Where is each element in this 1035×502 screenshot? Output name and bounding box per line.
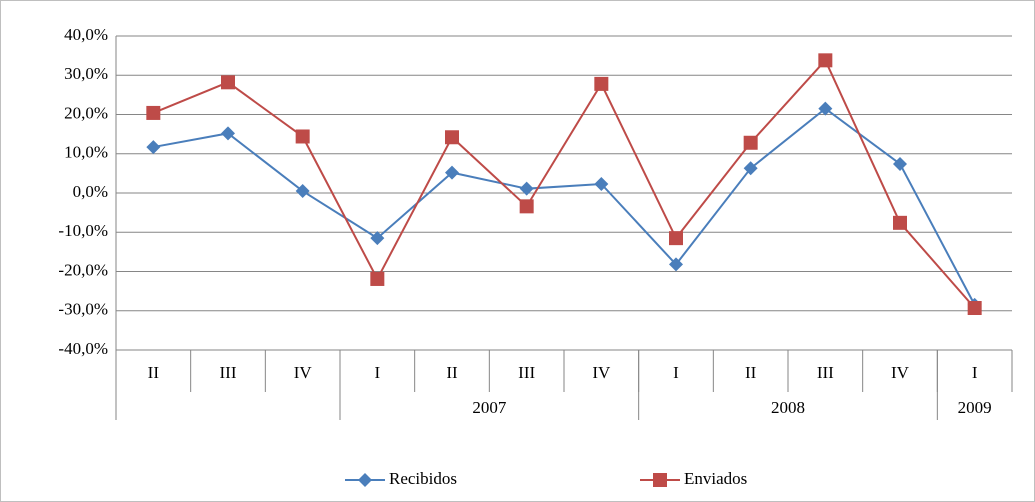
marker — [358, 473, 372, 487]
x-tick-label: II — [446, 363, 458, 382]
series-line — [153, 107, 976, 306]
marker — [818, 101, 833, 116]
x-tick-label: IV — [294, 363, 313, 382]
marker — [893, 215, 907, 230]
y-tick-label: 20,0% — [64, 103, 108, 122]
x-tick-label: IV — [592, 363, 611, 382]
x-group-label: 2009 — [958, 398, 992, 417]
y-tick-label: -40,0% — [58, 339, 108, 358]
y-tick-label: 0,0% — [73, 182, 108, 201]
y-tick-label: 10,0% — [64, 143, 108, 162]
y-tick-label: -30,0% — [58, 300, 108, 319]
marker — [370, 231, 385, 246]
x-group-label: 2007 — [472, 398, 507, 417]
x-group-label: 2008 — [771, 398, 805, 417]
marker — [893, 156, 907, 171]
marker — [594, 176, 609, 191]
marker — [594, 76, 609, 91]
marker — [669, 231, 683, 246]
series-line — [152, 58, 976, 309]
x-tick-label: III — [518, 363, 535, 382]
marker — [445, 165, 459, 180]
marker — [743, 161, 758, 176]
y-tick-label: -10,0% — [58, 221, 108, 240]
y-tick-label: -20,0% — [58, 260, 108, 279]
marker — [221, 75, 235, 90]
marker — [445, 130, 459, 145]
marker — [370, 271, 385, 286]
marker — [519, 181, 534, 196]
x-tick-label: IV — [891, 363, 910, 382]
x-tick-label: III — [220, 363, 237, 382]
x-tick-label: III — [817, 363, 834, 382]
marker — [669, 257, 683, 272]
marker — [146, 105, 161, 120]
x-tick-label: I — [972, 363, 978, 382]
y-tick-label: 40,0% — [64, 25, 108, 44]
marker — [221, 126, 235, 141]
marker — [295, 184, 310, 199]
marker — [818, 53, 833, 68]
marker — [743, 135, 758, 150]
marker — [967, 301, 982, 316]
x-tick-label: II — [148, 363, 160, 382]
marker — [146, 140, 161, 155]
marker — [519, 199, 534, 214]
marker — [295, 129, 310, 144]
y-tick-label: 30,0% — [64, 64, 108, 83]
x-tick-label: II — [745, 363, 757, 382]
marker — [653, 473, 667, 487]
x-tick-label: I — [673, 363, 679, 382]
legend-label: Recibidos — [389, 469, 457, 488]
legend-label: Enviados — [684, 469, 747, 488]
x-tick-label: I — [374, 363, 380, 382]
